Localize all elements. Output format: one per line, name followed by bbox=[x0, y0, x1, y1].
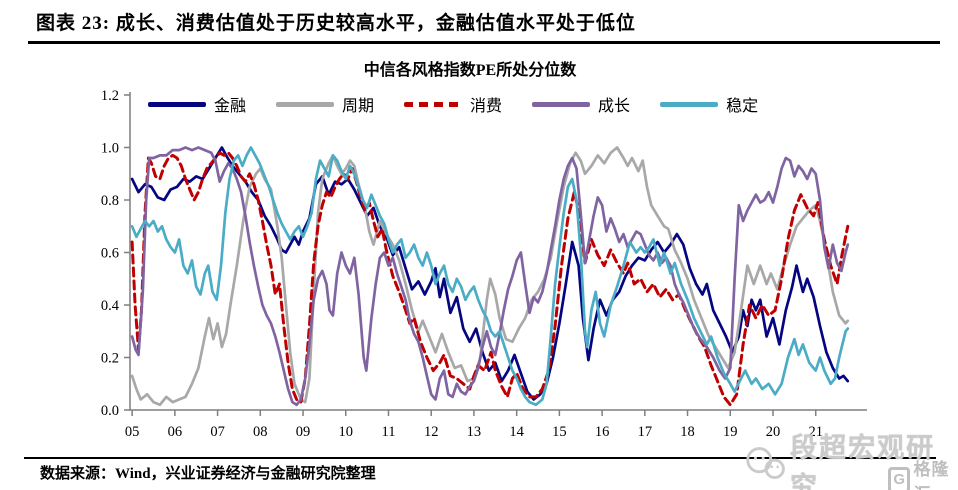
x-tick-label: 15 bbox=[552, 424, 567, 440]
x-tick-label: 11 bbox=[381, 424, 395, 440]
x-tick-label: 14 bbox=[509, 424, 524, 440]
y-tick-label: 1.0 bbox=[101, 141, 119, 157]
y-tick-label: 0.4 bbox=[101, 298, 120, 314]
y-tick-label: 0.6 bbox=[101, 246, 119, 262]
x-tick-label: 18 bbox=[680, 424, 695, 440]
x-tick-label: 06 bbox=[168, 424, 183, 440]
legend-swatch-consumer bbox=[404, 101, 463, 107]
legend: 金融 周期 消费 成长 稳定 bbox=[148, 92, 848, 116]
source-divider bbox=[24, 457, 936, 459]
y-tick-label: 0.2 bbox=[101, 351, 119, 367]
legend-swatch-growth bbox=[532, 101, 591, 107]
legend-item-finance: 金融 bbox=[148, 92, 246, 116]
legend-label-growth: 成长 bbox=[598, 98, 631, 115]
series-line-consumer bbox=[130, 151, 850, 407]
legend-swatch-finance bbox=[148, 101, 206, 107]
series-line-growth bbox=[130, 146, 850, 407]
axis-lines bbox=[129, 92, 867, 411]
legend-label-consumer: 消费 bbox=[470, 98, 503, 115]
y-tick-label: 1.2 bbox=[101, 88, 119, 104]
legend-item-growth: 成长 bbox=[532, 92, 630, 116]
x-tick-label: 12 bbox=[424, 424, 439, 440]
x-tick-label: 08 bbox=[253, 424, 268, 440]
watermark-text: 段超宏观研究 bbox=[790, 433, 936, 490]
gelonghui-logo: G 格隆汇 bbox=[888, 455, 958, 490]
x-tick-label: 19 bbox=[723, 424, 738, 440]
page-title: 图表 23: 成长、消费估值处于历史较高水平，金融估值水平处于低位 bbox=[36, 13, 636, 34]
x-tick-label: 16 bbox=[595, 424, 610, 440]
x-tick-label: 21 bbox=[808, 424, 823, 440]
legend-swatch-stable bbox=[660, 101, 719, 107]
gelonghui-icon: G bbox=[888, 467, 911, 490]
legend-label-cyclical: 周期 bbox=[342, 98, 375, 115]
x-tick-label: 09 bbox=[296, 424, 311, 440]
x-tick-label: 13 bbox=[467, 424, 482, 440]
y-tick-label: 0.0 bbox=[101, 403, 119, 419]
x-tick-label: 07 bbox=[210, 424, 225, 440]
x-tick-label: 05 bbox=[125, 424, 140, 440]
series-line-stable bbox=[130, 146, 850, 407]
legend-label-finance: 金融 bbox=[214, 98, 247, 115]
watermark: 段超宏观研究 bbox=[740, 426, 958, 490]
x-tick-label: 10 bbox=[339, 424, 354, 440]
wechat-icon bbox=[746, 447, 785, 479]
chart-title: 中信各风格指数PE所处分位数 bbox=[363, 62, 577, 79]
x-tick-label: 20 bbox=[766, 424, 781, 440]
legend-item-consumer: 消费 bbox=[404, 92, 502, 116]
legend-item-cyclical: 周期 bbox=[276, 92, 374, 116]
y-tick-label: 0.8 bbox=[101, 193, 119, 209]
legend-swatch-cyclical bbox=[276, 101, 335, 107]
x-tick-label: 17 bbox=[638, 424, 653, 440]
legend-item-stable: 稳定 bbox=[660, 92, 758, 116]
gelonghui-text: 格隆汇 bbox=[913, 460, 950, 490]
title-underline bbox=[28, 41, 940, 44]
legend-label-stable: 稳定 bbox=[726, 98, 759, 115]
source-text: 数据来源：Wind，兴业证券经济与金融研究院整理 bbox=[40, 466, 376, 482]
